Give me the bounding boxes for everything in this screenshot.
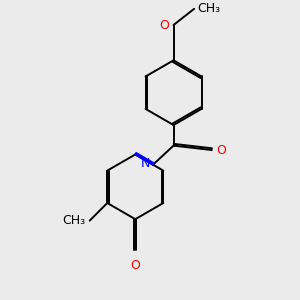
Text: O: O bbox=[130, 259, 140, 272]
Text: O: O bbox=[159, 19, 169, 32]
Text: O: O bbox=[216, 143, 226, 157]
Text: CH₃: CH₃ bbox=[62, 214, 85, 227]
Text: CH₃: CH₃ bbox=[197, 2, 220, 15]
Text: N: N bbox=[141, 157, 150, 170]
